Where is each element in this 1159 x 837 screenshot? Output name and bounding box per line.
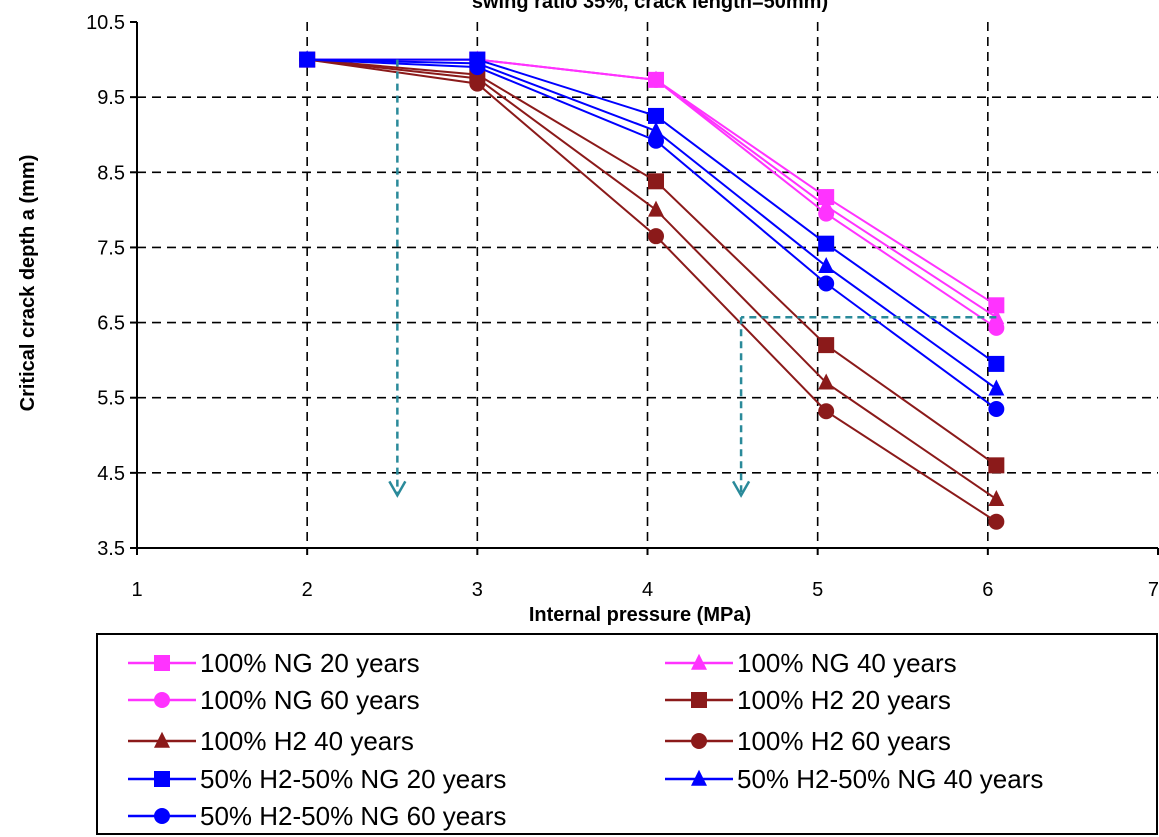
legend: 100% NG 20 years 100% NG 40 years 100% NG …: [96, 633, 1158, 835]
x-tick-label: 5: [812, 579, 823, 601]
series-3: [299, 51, 1005, 336]
title-layer: swing ratio 35%, crack length=50mm): [472, 0, 828, 13]
annotation-arrow-2: [732, 316, 997, 498]
y-tick-label: 7.5: [97, 237, 125, 259]
data-point: [648, 71, 665, 88]
legend-swatch-marker: [154, 655, 170, 671]
data-point: [988, 297, 1005, 314]
series-8: [299, 50, 1005, 396]
series-layer: [299, 50, 1005, 530]
legend-item-5: 100% H2 40 years: [128, 726, 414, 756]
annotation-layer: [388, 59, 997, 498]
series-9: [299, 51, 1005, 417]
series-line: [307, 58, 997, 500]
legend-item-3: 100% NG 60 years: [128, 685, 420, 715]
data-point: [299, 51, 316, 68]
annotation-arrow-1: [388, 59, 407, 498]
data-point: [818, 205, 835, 222]
x-tick-label: 6: [982, 579, 993, 601]
legend-swatch-marker: [691, 733, 707, 749]
x-axis-title: Internal pressure (MPa): [529, 604, 751, 626]
y-axis-title: Critical crack depth a (mm): [17, 155, 39, 412]
annotation-arrowhead: [388, 480, 407, 498]
series-line: [307, 58, 997, 329]
legend-label: 50% H2-50% NG 20 years: [200, 764, 506, 794]
series-6: [299, 51, 1005, 530]
legend-item-6: 100% H2 60 years: [665, 726, 951, 756]
legend-swatch-marker: [154, 731, 170, 748]
legend-label: 50% H2-50% NG 60 years: [200, 801, 506, 831]
legend-label: 50% H2-50% NG 40 years: [737, 764, 1043, 794]
data-point: [818, 235, 835, 252]
data-point: [648, 173, 665, 190]
data-point: [818, 257, 835, 274]
legend-item-4: 100% H2 20 years: [665, 685, 951, 715]
legend-swatch-marker: [154, 808, 170, 824]
y-tick-label: 5.5: [97, 388, 125, 410]
legend-item-8: 50% H2-50% NG 40 years: [665, 764, 1043, 794]
legend-label: 100% H2 60 years: [737, 726, 951, 756]
data-point: [469, 75, 486, 92]
y-tick-label: 6.5: [97, 313, 125, 335]
data-point: [988, 379, 1005, 396]
x-tick-label: 3: [472, 579, 483, 601]
x-tick-label: 4: [642, 579, 653, 601]
x-tick-label: 1: [131, 579, 142, 601]
data-point: [648, 200, 665, 217]
data-point: [648, 107, 665, 124]
chart-title: swing ratio 35%, crack length=50mm): [472, 0, 828, 13]
y-tick-label: 4.5: [97, 463, 125, 485]
legend-item-9: 50% H2-50% NG 60 years: [128, 801, 506, 831]
data-point: [818, 403, 835, 420]
y-tick-label: 8.5: [97, 162, 125, 184]
data-point: [648, 121, 665, 138]
grid-layer: [137, 22, 1158, 548]
legend-swatch-marker: [691, 692, 707, 708]
legend-item-2: 100% NG 40 years: [665, 648, 957, 678]
y-tick-label: 9.5: [97, 87, 125, 109]
data-point: [988, 513, 1005, 530]
legend-box: [96, 633, 1158, 835]
data-point: [818, 275, 835, 292]
legend-swatch-marker: [691, 653, 707, 670]
data-point: [988, 400, 1005, 417]
legend-swatch-marker: [691, 769, 707, 786]
annotation-arrowhead: [732, 480, 751, 498]
legend-label: 100% NG 60 years: [200, 685, 420, 715]
legend-swatch-marker: [154, 692, 170, 708]
legend-item-1: 100% NG 20 years: [128, 648, 420, 678]
legend-label: 100% NG 20 years: [200, 648, 420, 678]
legend-label: 100% H2 20 years: [737, 685, 951, 715]
data-point: [988, 457, 1005, 474]
data-point: [988, 355, 1005, 372]
y-tick-label: 3.5: [97, 538, 125, 560]
data-point: [818, 373, 835, 390]
data-point: [988, 319, 1005, 336]
data-point: [648, 228, 665, 245]
x-tick-label: 7: [1148, 579, 1159, 601]
y-tick-label: 10.5: [86, 12, 125, 34]
data-point: [469, 59, 486, 76]
legend-item-7: 50% H2-50% NG 20 years: [128, 764, 506, 794]
legend-swatch-marker: [154, 771, 170, 787]
x-tick-label: 2: [302, 579, 313, 601]
axes-layer: 3.5 4.5 5.5 6.5 7.5 8.5 9.5 10.5 1 2 3 4 5 6 7: [86, 12, 1159, 601]
data-point: [648, 132, 665, 149]
legend-label: 100% NG 40 years: [737, 648, 957, 678]
data-point: [988, 489, 1005, 506]
legend-label: 100% H2 40 years: [200, 726, 414, 756]
data-point: [818, 337, 835, 354]
